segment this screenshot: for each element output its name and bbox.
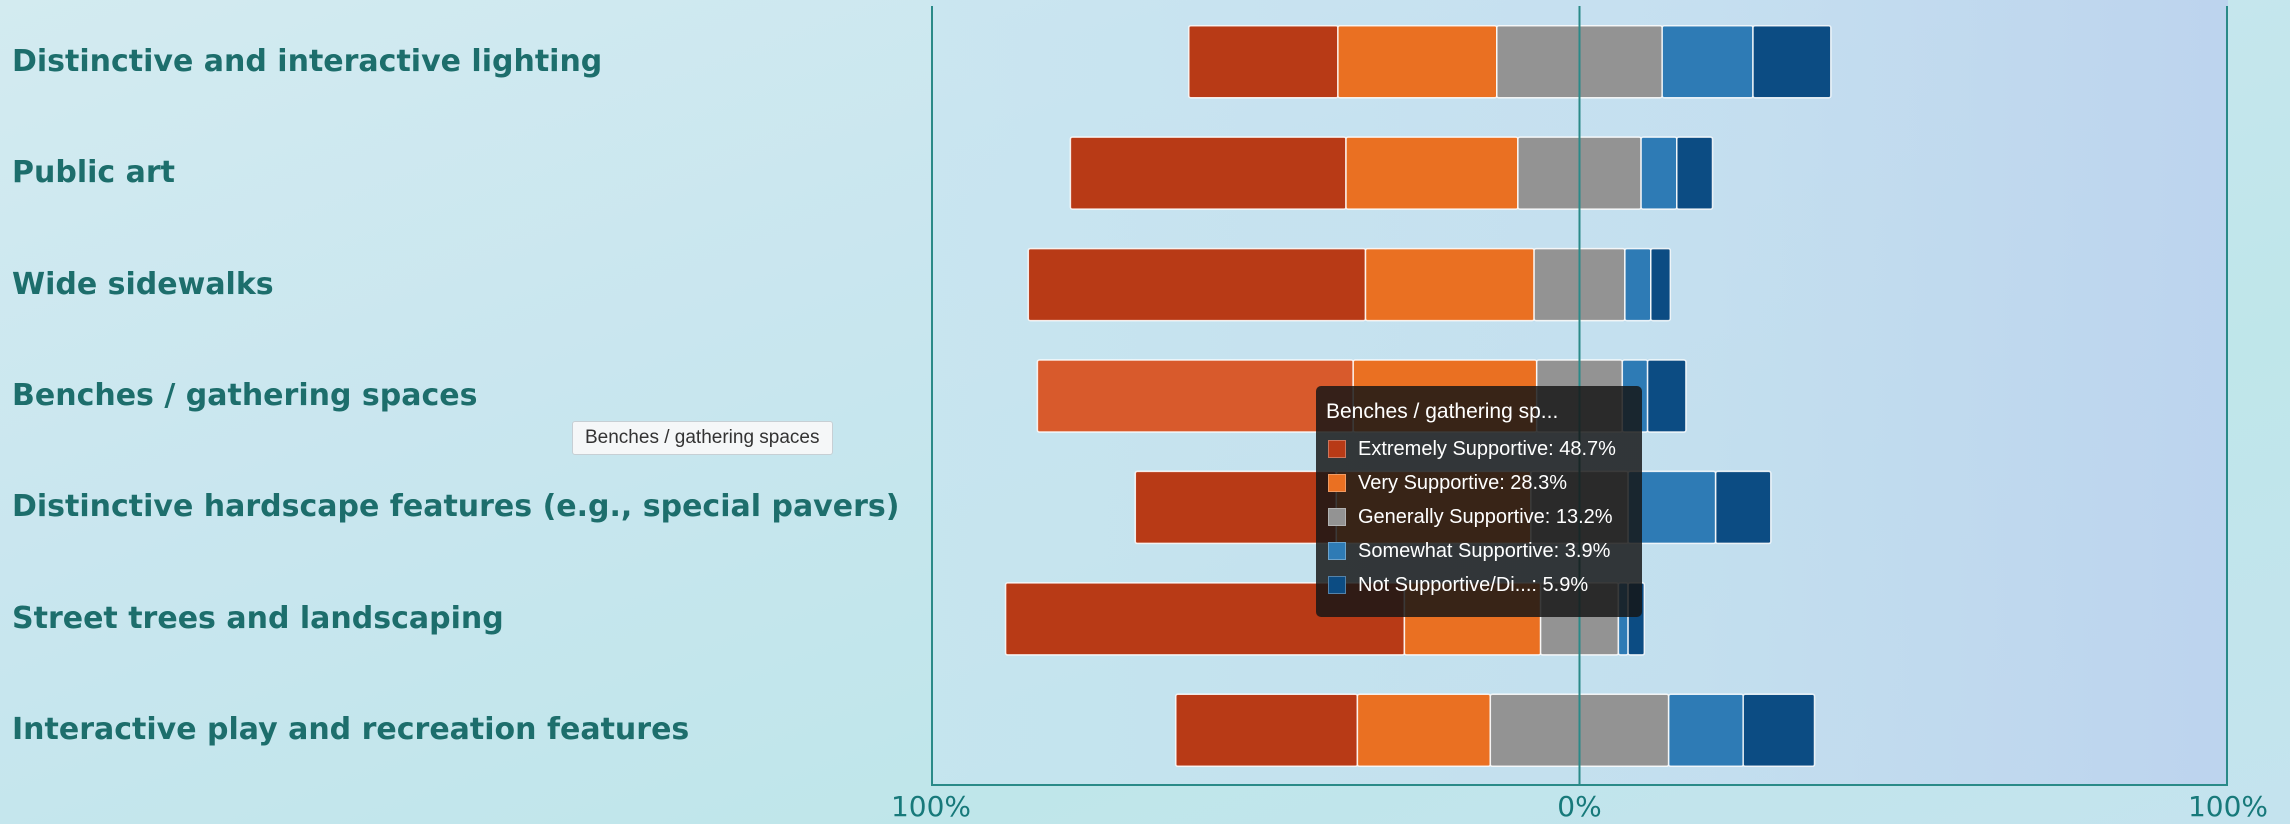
- x-tick-label: 0%: [1557, 790, 1602, 823]
- category-label: Benches / gathering spaces: [12, 378, 478, 413]
- tooltip-row-text: Not Supportive/Di...: 5.9%: [1358, 574, 1589, 596]
- tooltip-row-text: Somewhat Supportive: 3.9%: [1358, 540, 1611, 562]
- tooltip-swatch: [1328, 576, 1346, 594]
- bar-segment-5[interactable]: [1752, 24, 1832, 99]
- x-tick-label: 100%: [890, 790, 972, 823]
- category-label: Distinctive hardscape features (e.g., sp…: [12, 489, 900, 525]
- bar-segment-4[interactable]: [1661, 24, 1754, 99]
- category-label: Interactive play and recreation features: [12, 712, 690, 748]
- tooltip-swatch: [1328, 508, 1346, 526]
- bar-segment-1[interactable]: [1069, 136, 1347, 210]
- tooltip-row: Extremely Supportive: 48.7%: [1326, 432, 1632, 466]
- tooltip-row: Very Supportive: 28.3%: [1326, 466, 1632, 500]
- bar-segment-1[interactable]: [1175, 693, 1359, 768]
- tooltip-swatch: [1328, 440, 1346, 458]
- tooltip-title: Benches / gathering sp...: [1326, 400, 1559, 423]
- bar-segment-5[interactable]: [1646, 359, 1687, 433]
- tooltip-swatch: [1328, 474, 1346, 492]
- category-hover-label: Benches / gathering spaces: [572, 421, 833, 455]
- bar-segment-4[interactable]: [1640, 136, 1678, 210]
- bar-segment-1[interactable]: [1027, 247, 1367, 322]
- category-label: Wide sidewalks: [12, 266, 274, 302]
- tooltip-row: Somewhat Supportive: 3.9%: [1326, 534, 1632, 568]
- bar-segment-1[interactable]: [1134, 470, 1338, 545]
- tooltip-row: Generally Supportive: 13.2%: [1326, 500, 1632, 534]
- x-tick-label: 100%: [2187, 790, 2269, 823]
- bar-segment-4[interactable]: [1624, 247, 1652, 322]
- bar-segment-5[interactable]: [1742, 693, 1816, 768]
- bar-segment-2[interactable]: [1356, 693, 1492, 768]
- tooltip-row-text: Generally Supportive: 13.2%: [1358, 506, 1613, 528]
- bar-segment-5[interactable]: [1714, 470, 1772, 545]
- tooltip-swatch: [1328, 542, 1346, 560]
- chart-tooltip: Benches / gathering sp... Extremely Supp…: [1316, 386, 1642, 617]
- tooltip-rows: Extremely Supportive: 48.7% Very Supporti…: [1326, 432, 1632, 602]
- bar-segment-1[interactable]: [1188, 24, 1339, 99]
- bar-segment-1[interactable]: [1036, 359, 1354, 433]
- bar-segment-2[interactable]: [1337, 24, 1498, 99]
- category-label: Public art: [12, 155, 175, 191]
- bar-segment-4[interactable]: [1667, 693, 1745, 768]
- bar-segment-2[interactable]: [1345, 136, 1519, 210]
- axes-layer: [931, 6, 2228, 786]
- tooltip-row: Not Supportive/Di...: 5.9%: [1326, 568, 1632, 602]
- category-label: Street trees and landscaping: [12, 600, 504, 636]
- tooltip-row-text: Extremely Supportive: 48.7%: [1358, 438, 1616, 460]
- tooltip-row-text: Very Supportive: 28.3%: [1358, 472, 1568, 494]
- bar-segment-2[interactable]: [1364, 247, 1535, 322]
- bar-segment-5[interactable]: [1676, 136, 1714, 210]
- bar-segment-5[interactable]: [1650, 247, 1672, 322]
- category-label: Distinctive and interactive lighting: [12, 43, 603, 79]
